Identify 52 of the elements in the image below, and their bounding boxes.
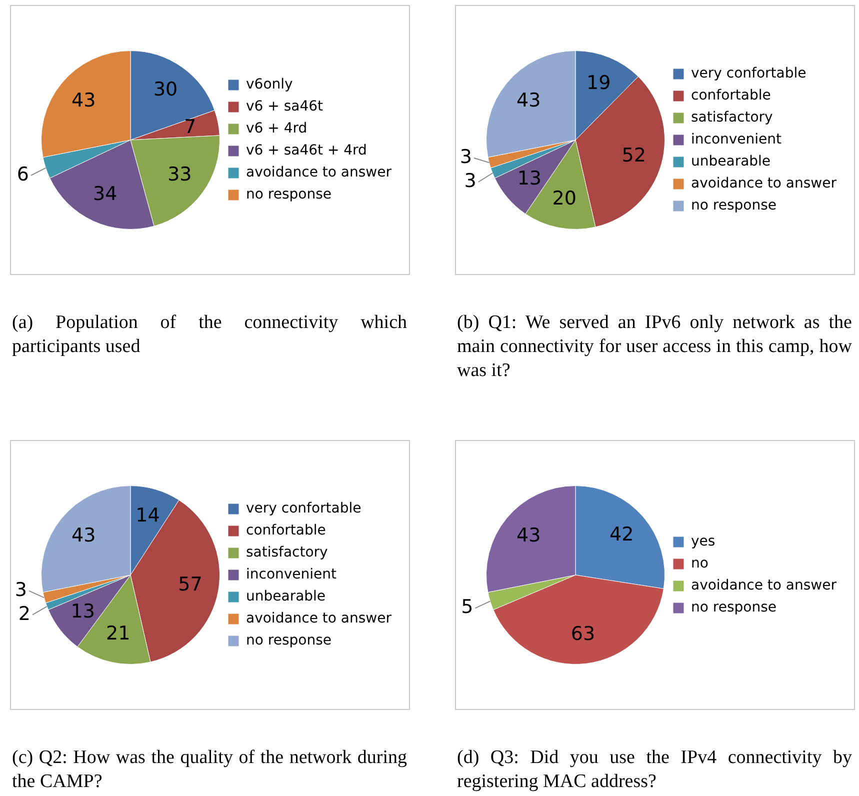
- legend-label: v6only: [246, 76, 293, 93]
- legend-label: confortable: [246, 522, 326, 539]
- data-label: 30: [153, 78, 178, 100]
- legend-label: v6 + sa46t + 4rd: [246, 142, 367, 159]
- text: (d) Q3: Did you use the IPv4 connectivity by registering MAC address?: [457, 746, 852, 794]
- legend-label: inconvenient: [691, 132, 782, 148]
- legend-label: inconvenient: [246, 566, 338, 583]
- data-label: 34: [93, 183, 118, 206]
- legend-label: no response: [246, 632, 332, 649]
- data-label: 13: [70, 600, 95, 622]
- legend-label: no: [691, 556, 708, 572]
- data-label: 6: [16, 163, 29, 186]
- data-label: 13: [517, 167, 542, 190]
- legend-label: avoidance to answer: [691, 176, 837, 192]
- data-label: 43: [516, 524, 541, 546]
- legend-label: satisfactory: [246, 544, 328, 561]
- legend-label: satisfactory: [691, 110, 773, 126]
- data-label: 57: [178, 573, 202, 596]
- legend-label: no response: [246, 186, 332, 203]
- legend-label: unbearable: [246, 588, 326, 605]
- data-label: 42: [609, 523, 634, 546]
- legend-label: no response: [691, 600, 776, 616]
- legend-label: very confortable: [691, 66, 806, 82]
- legend-label: avoidance to answer: [246, 610, 392, 627]
- legend-label: no response: [691, 198, 776, 214]
- data-label: 21: [106, 622, 130, 644]
- data-label: 3: [460, 146, 472, 168]
- data-label: 7: [184, 116, 196, 138]
- data-label: 19: [586, 72, 611, 94]
- legend-label: unbearable: [691, 154, 771, 170]
- data-label: 63: [570, 623, 596, 646]
- legend-label: v6 + 4rd: [246, 120, 308, 137]
- data-label: 20: [552, 188, 576, 210]
- data-label: 43: [72, 89, 96, 112]
- data-label: 3: [14, 578, 28, 601]
- text: (a) Population of the connectivity which participants used: [12, 311, 407, 359]
- legend-label: v6 + sa46t: [246, 98, 324, 115]
- data-label: 3: [464, 170, 476, 192]
- data-label: 33: [168, 164, 192, 186]
- data-label: 2: [18, 602, 31, 625]
- text: (c) Q2: How was the quality of the network during the CAMP?: [12, 746, 407, 794]
- legend-label: confortable: [691, 88, 771, 104]
- data-label: 43: [516, 89, 541, 112]
- legend-label: avoidance to answer: [691, 578, 837, 594]
- legend-label: yes: [691, 534, 716, 550]
- legend-label: very confortable: [246, 500, 362, 517]
- data-label: 14: [136, 504, 160, 527]
- text: (b) Q1: We served an IPv6 only network as the main connectivity for user access in this camp, how was it?: [457, 311, 852, 383]
- data-label: 5: [461, 596, 474, 618]
- legend-label: avoidance to answer: [246, 164, 392, 181]
- data-label: 43: [72, 524, 96, 546]
- data-label: 52: [622, 144, 646, 167]
